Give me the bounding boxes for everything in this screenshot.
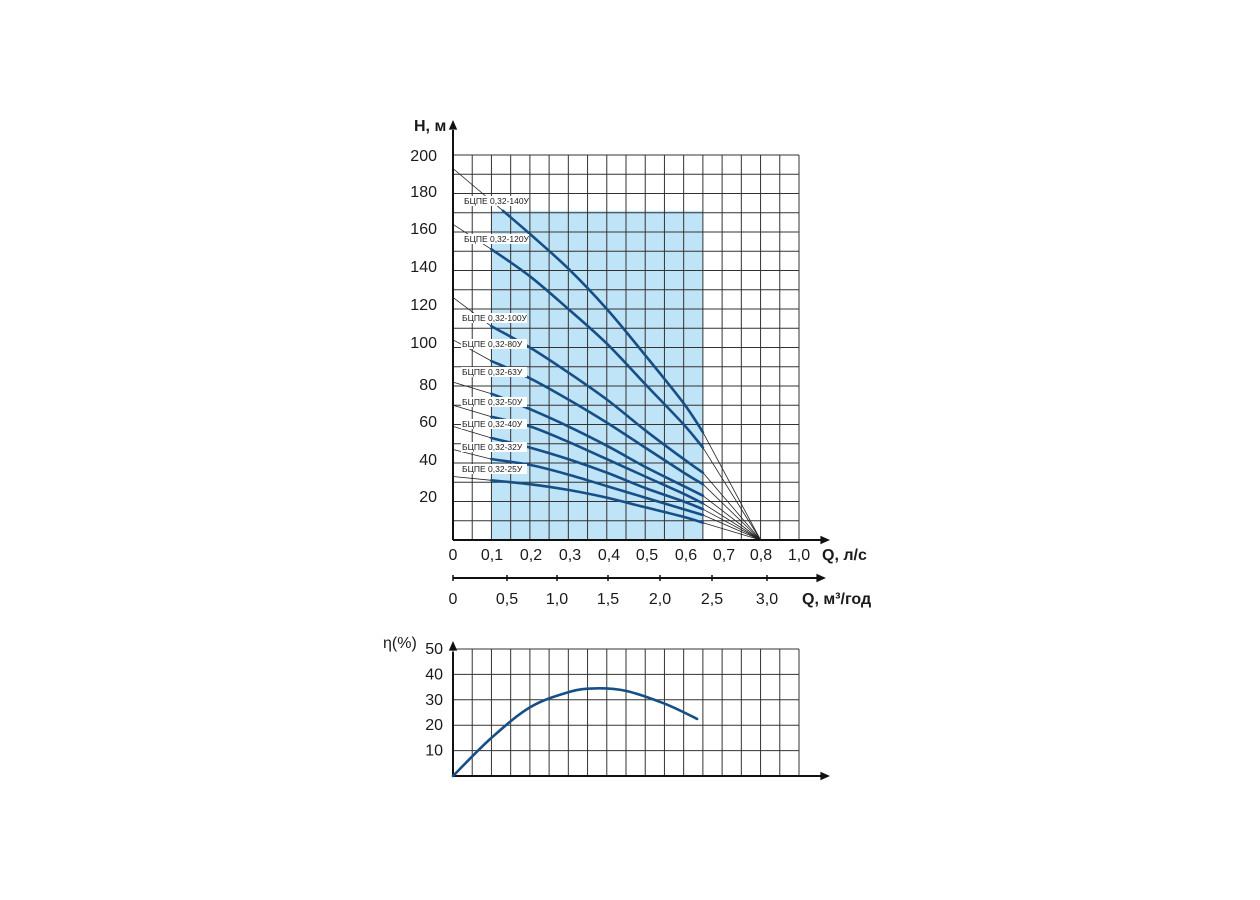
x2-tick-label: 3,0 <box>756 591 778 608</box>
x2-tick-label: 2,0 <box>649 591 671 608</box>
shutoff-guide-line <box>452 449 492 460</box>
series-label: БЦПЕ 0,32-140У <box>464 196 530 206</box>
shutoff-guide-line <box>452 339 492 362</box>
runout-guide-line <box>702 432 761 541</box>
y-tick-label: 100 <box>410 335 437 352</box>
series-label: БЦПЕ 0,32-25У <box>462 464 523 474</box>
y-tick-label: 200 <box>410 148 437 165</box>
series-label: БЦПЕ 0,32-80У <box>462 339 523 349</box>
efficiency-curve <box>451 687 699 778</box>
x-tick-label: 0 <box>449 547 458 564</box>
head-curve <box>490 359 705 486</box>
x-tick-label: 0,6 <box>675 547 697 564</box>
runout-guide-line <box>702 522 761 541</box>
head-curve <box>490 457 705 517</box>
head-curve <box>490 436 705 511</box>
series-label: БЦПЕ 0,32-120У <box>464 234 530 244</box>
y-tick-label: 50 <box>425 641 443 658</box>
y-tick-label: 140 <box>410 259 437 276</box>
y-tick-label: 30 <box>425 692 443 709</box>
shutoff-guide-line <box>452 426 492 439</box>
series-label: БЦПЕ 0,32-100У <box>462 313 528 323</box>
y-tick-label: 80 <box>419 377 437 394</box>
y-axis-title: H, м <box>414 118 446 135</box>
x-tick-label: 1,0 <box>788 547 810 564</box>
x2-axis-arrow <box>816 573 826 583</box>
x-tick-label: 0,5 <box>636 547 658 564</box>
x2-axis-title: Q, м³/год <box>802 591 871 608</box>
efficiency-chart: 10 20 30 40 50 η(%) <box>383 635 830 781</box>
series-label-background <box>461 313 527 323</box>
series-label: БЦПЕ 0,32-63У <box>462 367 523 377</box>
series-label: БЦПЕ 0,32-50У <box>462 397 523 407</box>
head-curve <box>501 209 705 434</box>
x-tick-label: 0,7 <box>713 547 735 564</box>
series-label: БЦПЕ 0,32-32У <box>462 442 523 452</box>
y-tick-label: 20 <box>419 489 437 506</box>
y-axis-title: η(%) <box>383 635 417 652</box>
x-tick-label: 0,8 <box>750 547 772 564</box>
y-tick-label: 120 <box>410 297 437 314</box>
head-curve <box>490 415 705 505</box>
series-label: БЦПЕ 0,32-40У <box>462 419 523 429</box>
runout-guide-line <box>702 514 761 541</box>
y-tick-label: 40 <box>419 452 437 469</box>
x-axis-title: Q, л/с <box>822 547 867 564</box>
x2-tick-label: 0,5 <box>496 591 518 608</box>
head-curve <box>490 479 705 524</box>
head-chart: БЦПЕ 0,32-140У БЦПЕ 0,32-120У БЦПЕ 0,32-10… <box>410 118 871 608</box>
x2-tick-label: 1,0 <box>546 591 568 608</box>
y-tick-label: 60 <box>419 414 437 431</box>
y-tick-label: 10 <box>425 743 443 760</box>
y-tick-label: 20 <box>425 717 443 734</box>
y-axis-arrow <box>448 641 458 651</box>
series-label-background <box>461 464 527 474</box>
x2-tick-label: 1,5 <box>597 591 619 608</box>
runout-guide-line <box>702 508 761 541</box>
series-label-background <box>463 196 529 206</box>
shutoff-guide-line <box>452 404 492 418</box>
runout-guide-line <box>702 447 761 541</box>
series-label-background <box>461 419 527 429</box>
x-axis-arrow <box>820 535 830 545</box>
shutoff-guide-line <box>452 381 492 395</box>
runout-guide-line <box>702 495 761 541</box>
x-tick-label: 0,4 <box>598 547 620 564</box>
y-axis-arrow <box>448 120 458 130</box>
series-label-background <box>461 339 527 349</box>
series-label-background <box>461 442 527 452</box>
runout-guide-line <box>702 483 761 541</box>
runout-guide-line <box>702 503 761 541</box>
shutoff-guide-line <box>452 476 492 481</box>
y-tick-label: 40 <box>425 666 443 683</box>
x-axis-arrow <box>820 771 830 781</box>
x2-tick-label: 0 <box>449 591 458 608</box>
series-label-background <box>461 397 527 407</box>
runout-guide-line <box>702 472 761 541</box>
x2-tick-label: 2,5 <box>701 591 723 608</box>
head-curve <box>490 325 705 474</box>
x-tick-label: 0,2 <box>520 547 542 564</box>
head-curve <box>490 392 705 497</box>
y-tick-label: 160 <box>410 221 437 238</box>
y-tick-label: 180 <box>410 184 437 201</box>
x-tick-label: 0,3 <box>559 547 581 564</box>
x-tick-label: 0,1 <box>481 547 503 564</box>
head-curve <box>490 248 705 449</box>
series-label-background <box>463 234 529 244</box>
series-label-background <box>461 367 527 377</box>
